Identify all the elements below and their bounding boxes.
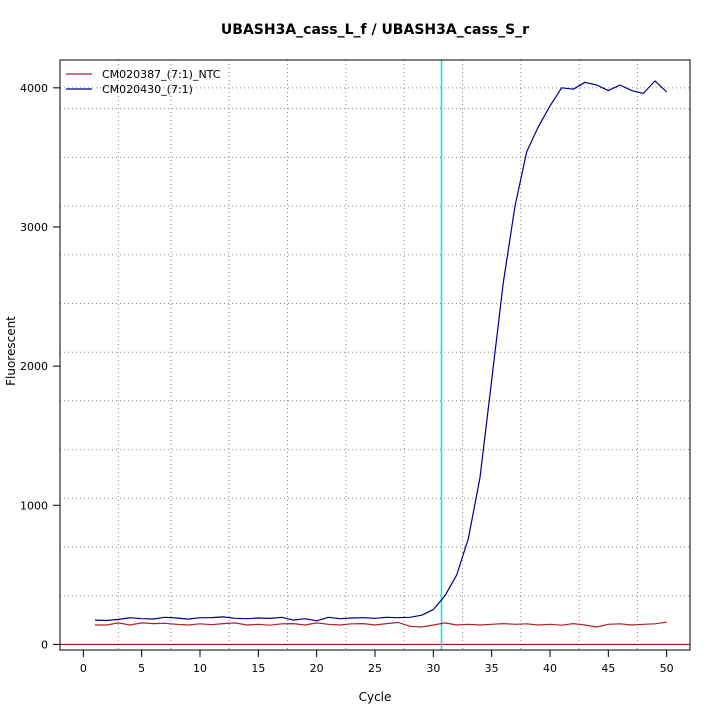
y-tick-label: 1000 — [20, 499, 48, 512]
x-tick-label: 25 — [368, 662, 382, 675]
series-line-1 — [95, 621, 667, 628]
legend-label-1: CM020387_(7:1)_NTC — [102, 68, 221, 81]
x-tick-label: 20 — [310, 662, 324, 675]
y-tick-label: 0 — [41, 638, 48, 651]
x-tick-label: 35 — [485, 662, 499, 675]
x-tick-label: 50 — [660, 662, 674, 675]
axes: 0 5 10 15 20 25 30 35 40 45 50 0 1000 2000 3000 4000 — [20, 82, 674, 675]
legend: CM020387_(7:1)_NTC CM020430_(7:1) — [66, 68, 221, 96]
x-tick-label: 40 — [543, 662, 557, 675]
legend-label-2: CM020430_(7:1) — [102, 83, 193, 96]
grid-lines — [60, 60, 690, 650]
x-tick-label: 45 — [601, 662, 615, 675]
y-tick-label: 3000 — [20, 221, 48, 234]
y-tick-label: 2000 — [20, 360, 48, 373]
plot-frame — [59, 59, 691, 651]
x-tick-label: 10 — [193, 662, 207, 675]
y-tick-label: 4000 — [20, 82, 48, 95]
series-lines — [94, 80, 668, 628]
x-tick-label: 0 — [80, 662, 87, 675]
x-axis-label: Cycle — [359, 690, 392, 704]
chart-title: UBASH3A_cass_L_f / UBASH3A_cass_S_r — [221, 22, 529, 38]
x-tick-label: 15 — [251, 662, 265, 675]
series-line-2 — [94, 80, 668, 622]
x-tick-label: 5 — [138, 662, 145, 675]
x-tick-label: 30 — [426, 662, 440, 675]
y-axis-label: Fluorescent — [4, 316, 18, 386]
reference-lines — [60, 60, 690, 650]
